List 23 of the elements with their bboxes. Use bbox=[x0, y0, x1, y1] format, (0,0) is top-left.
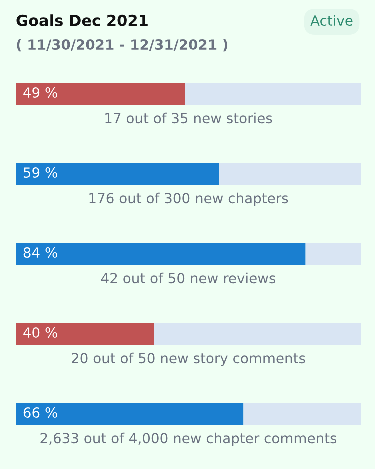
y-tick-label: 2,633 out of 4,000 new chapter comments bbox=[40, 432, 337, 446]
data-label: 59 % bbox=[24, 168, 58, 178]
bar bbox=[16, 403, 244, 425]
bar bbox=[16, 163, 220, 185]
data-label: 84 % bbox=[24, 248, 58, 258]
data-label: 49 % bbox=[24, 88, 58, 98]
text: Active bbox=[310, 15, 353, 26]
data-label: 66 % bbox=[24, 408, 58, 418]
bar bbox=[154, 323, 361, 345]
data-label: 40 % bbox=[24, 328, 58, 338]
bar bbox=[244, 403, 361, 425]
y-tick-label: 42 out of 50 new reviews bbox=[101, 272, 276, 284]
bar bbox=[16, 243, 306, 265]
chart-title: Goals Dec 2021 bbox=[16, 14, 148, 26]
y-tick-label: 176 out of 300 new chapters bbox=[90, 192, 288, 206]
bar bbox=[16, 323, 154, 345]
y-tick-label: 20 out of 50 new story comments bbox=[72, 352, 306, 366]
bar bbox=[16, 83, 186, 105]
chart-subtitle: ( 11/30/2021 - 12/31/2021 ) bbox=[17, 39, 228, 52]
bar bbox=[185, 83, 361, 105]
bar bbox=[306, 243, 361, 265]
y-tick-label: 17 out of 35 new stories bbox=[106, 112, 272, 124]
bar bbox=[220, 163, 361, 185]
